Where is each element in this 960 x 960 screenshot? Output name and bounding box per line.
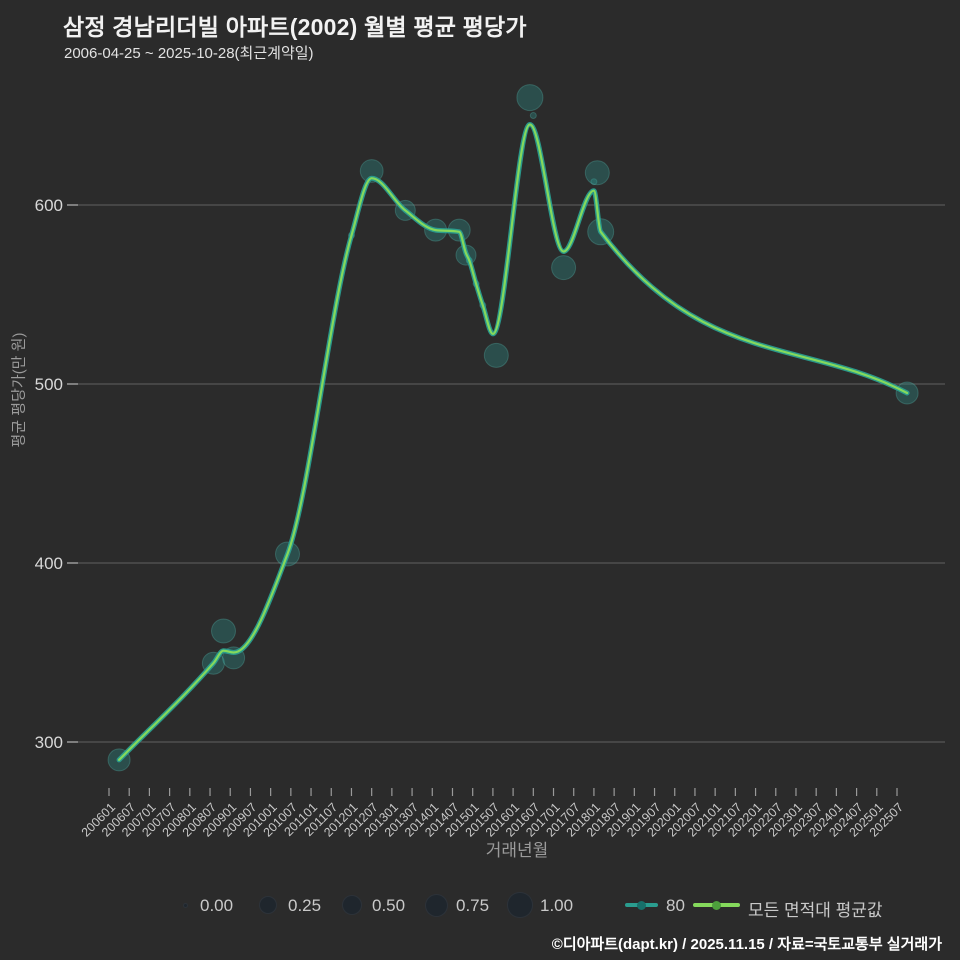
bubble-size-swatch <box>342 895 362 915</box>
legend: 0.00 0.25 0.50 0.75 1.00 80 모든 면적대 평균값 <box>0 888 960 922</box>
series-line-average <box>118 123 909 761</box>
legend-series-label: 80 <box>666 896 685 915</box>
y-tick-label: 300 <box>35 733 63 752</box>
bubble-size-label: 0.50 <box>372 896 406 915</box>
bubble-size-swatch <box>182 902 188 908</box>
bubble-size-swatch <box>507 892 533 918</box>
legend-series-item[interactable]: 80 <box>625 888 696 922</box>
y-tick-label: 400 <box>35 554 63 573</box>
bubble-size-label: 0.00 <box>200 896 234 915</box>
y-tick-label: 600 <box>35 196 63 215</box>
date-range-subtitle: 2006-04-25 ~ 2025-10-28(최근계약일) <box>64 45 314 62</box>
bubble-size-swatch <box>424 893 448 917</box>
legend-series-label: 모든 면적대 평균값 <box>748 901 883 920</box>
page-title: 삼정 경남리더빌 아파트(2002) 월별 평균 평당가 <box>63 14 527 40</box>
x-axis-title: 거래년월 <box>485 841 549 860</box>
bubble-size-label: 1.00 <box>540 896 574 915</box>
data-point-bubble[interactable] <box>483 342 509 368</box>
data-point-bubble[interactable] <box>359 159 384 183</box>
y-tick-label: 500 <box>35 375 63 394</box>
data-point-bubble[interactable] <box>584 160 610 186</box>
data-point-bubble[interactable] <box>211 618 236 644</box>
y-axis-title: 평균 평당가(만 원) <box>10 332 28 448</box>
bubble-size-swatch <box>259 896 277 914</box>
data-point-bubble[interactable] <box>529 112 537 119</box>
bubble-size-label: 0.75 <box>456 896 490 915</box>
footer-attribution: ©디아파트(dapt.kr) / 2025.11.15 / 자료=국토교통부 실… <box>551 936 942 953</box>
bubble-size-label: 0.25 <box>288 896 322 915</box>
legend-marker-dot <box>636 900 646 910</box>
data-point-bubble[interactable] <box>590 178 598 186</box>
data-point-bubble[interactable] <box>551 255 577 281</box>
data-point-bubble[interactable] <box>516 84 544 112</box>
legend-marker-dot <box>711 900 721 910</box>
legend-series-item[interactable]: 모든 면적대 평균값 <box>693 888 898 922</box>
chart-canvas: 3004005006002006012006072007012007072008… <box>35 84 945 840</box>
